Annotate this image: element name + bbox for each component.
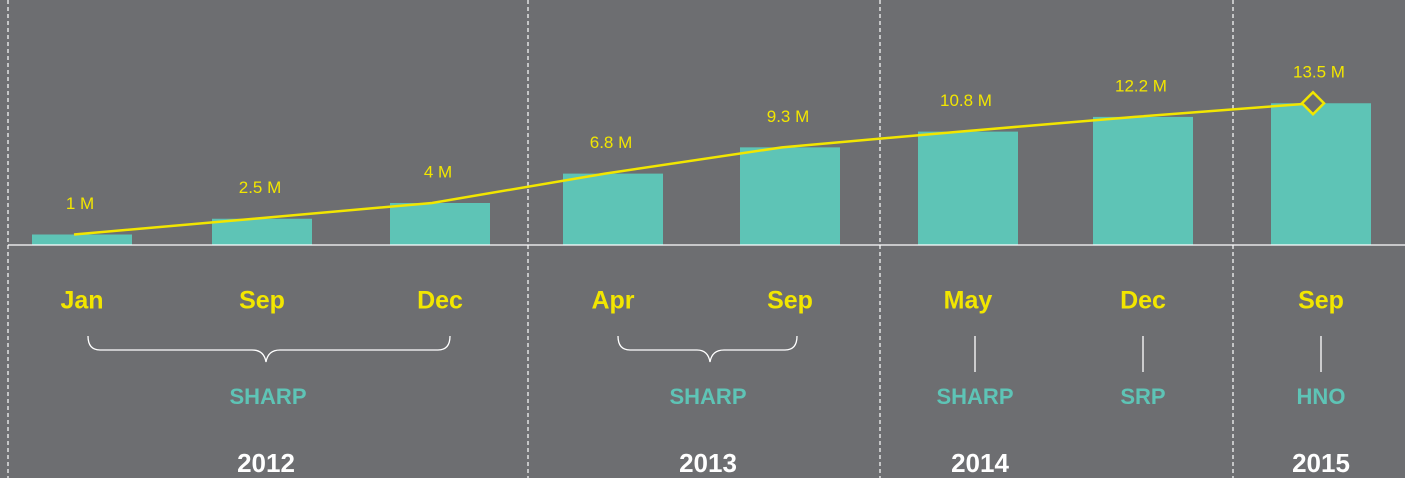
bar <box>1271 103 1371 245</box>
value-label: 6.8 M <box>590 133 633 152</box>
value-label: 1 M <box>66 194 94 213</box>
x-tick-label: May <box>944 287 993 315</box>
year-label: 2013 <box>679 448 737 478</box>
x-tick-label: Dec <box>1120 287 1166 315</box>
end-marker <box>1300 90 1326 117</box>
group-label: SHARP <box>936 384 1013 409</box>
bar <box>390 203 490 245</box>
x-tick-label: Dec <box>417 287 463 315</box>
connectors <box>87 335 1322 372</box>
bar <box>740 147 840 245</box>
group-label: SRP <box>1120 384 1165 409</box>
separators <box>7 0 1234 478</box>
bar <box>563 173 663 245</box>
x-tick-label: Sep <box>1298 287 1344 315</box>
year-label: 2012 <box>237 448 295 478</box>
value-label: 9.3 M <box>767 107 810 126</box>
group-label: SHARP <box>669 384 746 409</box>
value-label: 13.5 M <box>1293 63 1345 82</box>
line <box>73 102 1314 236</box>
brace <box>617 335 798 363</box>
x-tick-label: Jan <box>60 287 103 315</box>
year-label: 2015 <box>1292 448 1350 478</box>
group-label: HNO <box>1297 384 1346 409</box>
x-tick-label: Sep <box>767 287 813 315</box>
bar <box>918 131 1018 245</box>
group-label: SHARP <box>229 384 306 409</box>
bar <box>32 234 132 245</box>
brace <box>87 335 451 363</box>
x-tick-label: Sep <box>239 287 285 315</box>
bar <box>212 218 312 245</box>
value-label: 10.8 M <box>940 91 992 110</box>
bar <box>1093 116 1193 246</box>
value-label: 12.2 M <box>1115 76 1167 95</box>
value-label: 2.5 M <box>239 178 282 197</box>
x-tick-label: Apr <box>591 287 634 315</box>
value-label: 4 M <box>424 162 452 181</box>
year-label: 2014 <box>951 448 1009 478</box>
